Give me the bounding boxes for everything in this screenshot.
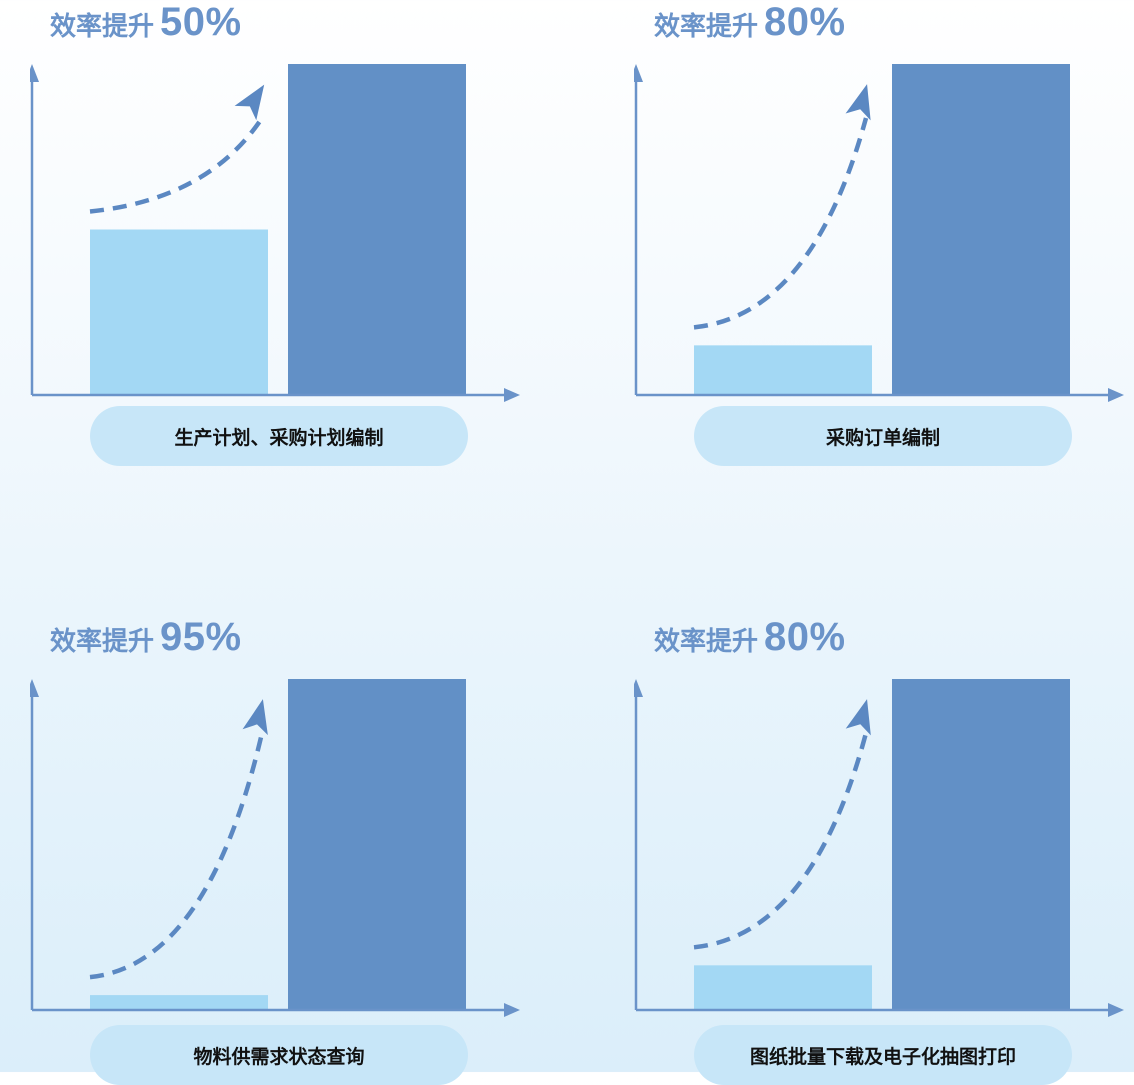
category-label-pill: 图纸批量下载及电子化抽图打印 [694,1025,1072,1085]
trend-arrow-line [693,732,869,950]
trend-arrow-line [89,116,264,214]
bar-chart [634,64,1124,402]
category-label-pill: 物料供需求状态查询 [90,1025,468,1085]
category-label-pill: 生产计划、采购计划编制 [90,406,468,466]
x-axis-arrowhead [1108,1003,1124,1017]
before-bar [90,995,268,1010]
bar-chart [634,679,1124,1017]
heading-value: 80% [764,615,846,659]
efficiency-chart-panel: 效率提升 50% 生产计划、采购计划编制 [30,0,550,470]
before-bar [694,965,872,1010]
y-axis-arrowhead [30,679,39,697]
category-label: 生产计划、采购计划编制 [174,426,384,449]
trend-arrowhead [845,699,871,736]
chart-heading: 效率提升 80% [654,615,846,675]
trend-arrowhead [242,699,268,736]
bar-chart [30,64,520,402]
efficiency-chart-panel: 效率提升 80% 采购订单编制 [634,0,1134,470]
before-bar [694,345,872,395]
before-bar [90,229,268,395]
after-bar [288,679,466,1010]
efficiency-chart-panel: 效率提升 95% 物料供需求状态查询 [30,615,550,1085]
chart-heading: 效率提升 50% [50,0,242,60]
after-bar [288,64,466,395]
x-axis-arrowhead [504,1003,520,1017]
heading-value: 50% [160,0,242,44]
after-bar [892,64,1070,395]
bar-chart [30,679,520,1017]
heading-prefix: 效率提升 [50,12,155,42]
heading-value: 95% [160,615,242,659]
x-axis-arrowhead [1108,388,1124,402]
category-label-pill: 采购订单编制 [694,406,1072,466]
heading-prefix: 效率提升 [654,627,759,657]
category-label: 物料供需求状态查询 [193,1045,365,1068]
heading-prefix: 效率提升 [654,12,759,42]
chart-heading: 效率提升 95% [50,615,242,675]
x-axis-arrowhead [504,388,520,402]
category-label: 采购订单编制 [825,426,940,449]
efficiency-chart-panel: 效率提升 80% 图纸批量下载及电子化抽图打印 [634,615,1134,1085]
y-axis-arrowhead [30,64,39,82]
after-bar [892,679,1070,1010]
trend-arrow-line [89,732,265,980]
trend-arrowhead [845,84,871,121]
heading-value: 80% [764,0,846,44]
y-axis-arrowhead [634,64,643,82]
chart-heading: 效率提升 80% [654,0,846,60]
trend-arrow-line [693,117,869,330]
y-axis-arrowhead [634,679,643,697]
trend-arrowhead [234,84,265,121]
category-label: 图纸批量下载及电子化抽图打印 [749,1045,1016,1068]
heading-prefix: 效率提升 [50,627,155,657]
